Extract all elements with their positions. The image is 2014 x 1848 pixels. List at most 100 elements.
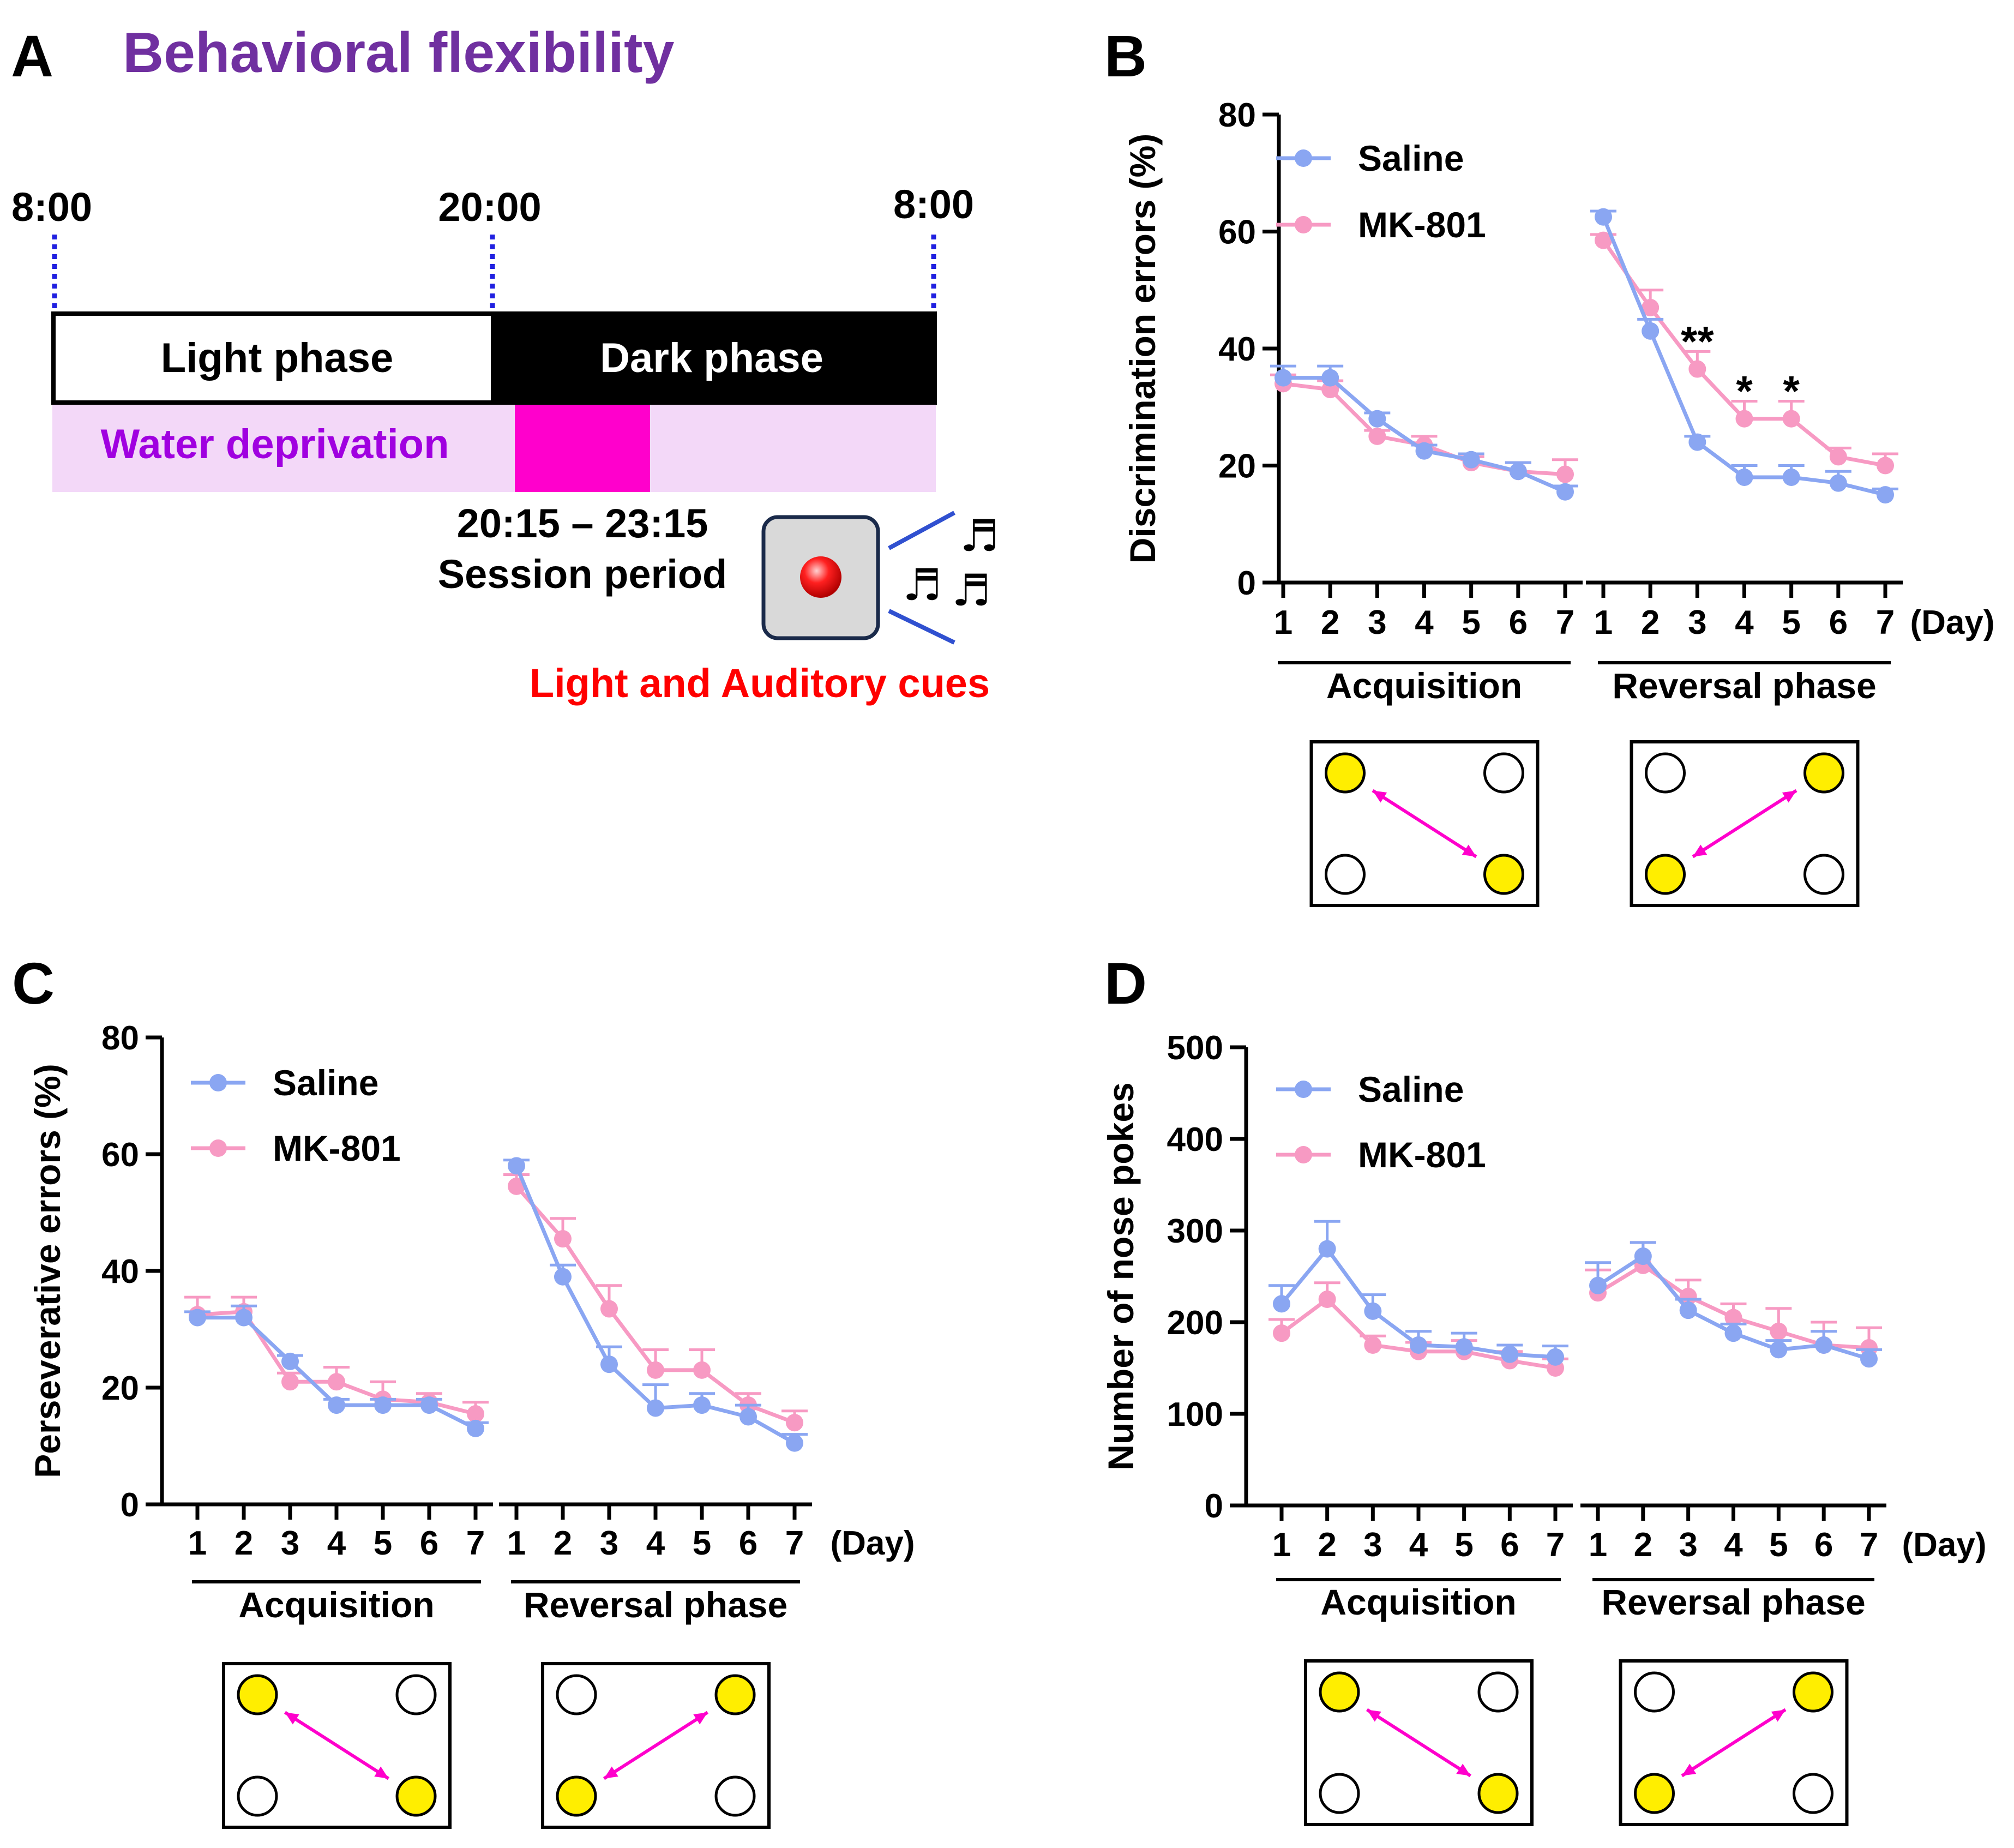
inactive-hole-icon (1325, 854, 1366, 895)
data-point-saline (467, 1419, 484, 1437)
arrow-head-icon (285, 1712, 299, 1725)
arrow-head-icon (374, 1766, 389, 1779)
music-note-icon: ♬ (952, 565, 991, 616)
data-point-mk801 (647, 1361, 664, 1379)
y-tick-label: 60 (101, 1136, 139, 1174)
session-period-block (515, 405, 650, 492)
data-point-saline (1547, 1348, 1564, 1366)
x-tick-label: 7 (1860, 1526, 1878, 1564)
x-tick-label: 7 (1556, 604, 1574, 641)
data-point-saline (281, 1352, 299, 1370)
data-point-saline (600, 1355, 618, 1373)
legend-marker (1295, 216, 1312, 233)
data-point-mk801 (467, 1405, 484, 1423)
data-point-saline (1368, 410, 1386, 428)
inactive-hole-icon (556, 1674, 597, 1715)
dark-phase-box (491, 311, 937, 405)
x-tick-label: 2 (1634, 1526, 1652, 1564)
legend-marker (1295, 1081, 1312, 1098)
y-tick-label: 0 (1205, 1487, 1223, 1525)
panel-a: A Behavioral flexibility 8:00 20:00 8:00… (11, 21, 999, 706)
x-tick-label: 5 (1782, 604, 1800, 641)
x-tick-label: 1 (1594, 604, 1613, 641)
arrow-line (1692, 789, 1797, 859)
data-point-mk801 (1877, 457, 1894, 475)
significance-marker: * (1783, 367, 1800, 415)
data-point-saline (508, 1157, 525, 1175)
x-tick-label: 3 (1688, 604, 1706, 641)
data-point-mk801 (693, 1361, 711, 1379)
data-point-saline (1829, 474, 1847, 492)
data-point-mk801 (1735, 410, 1753, 428)
x-tick-label: 6 (739, 1525, 757, 1562)
legend-label: MK-801 (1358, 1135, 1486, 1175)
music-note-icon: ♬ (960, 511, 999, 561)
data-point-saline (1318, 1240, 1336, 1258)
x-tick-label: 4 (327, 1525, 346, 1562)
legend-label: Saline (273, 1063, 378, 1103)
data-point-mk801 (786, 1414, 803, 1432)
cues-label: Light and Auditory cues (530, 661, 990, 706)
data-point-saline (1415, 442, 1433, 460)
inactive-hole-icon (1803, 854, 1844, 895)
inactive-hole-icon (1483, 752, 1524, 794)
x-tick-label: 1 (1274, 604, 1292, 641)
arrow-head-icon (693, 1712, 708, 1725)
data-point-saline (1273, 1295, 1290, 1313)
data-point-saline (1782, 468, 1800, 486)
data-point-saline (554, 1268, 572, 1286)
active-hole-icon (1803, 752, 1844, 794)
arrow-line (284, 1711, 390, 1780)
legend-label: MK-801 (1358, 205, 1486, 245)
data-point-saline (1815, 1336, 1833, 1354)
sound-wave-upper (888, 511, 955, 550)
active-hole-icon (395, 1775, 437, 1817)
data-point-mk801 (1679, 1287, 1697, 1305)
legend-label: Saline (1358, 138, 1464, 178)
group-label-reversal: Reversal phase (524, 1585, 787, 1625)
data-point-saline (1455, 1338, 1473, 1356)
y-axis-label: Discrimination errors (%) (1122, 134, 1163, 564)
data-point-saline (1410, 1336, 1427, 1354)
y-tick-label: 80 (101, 1019, 139, 1057)
y-tick-label: 60 (1218, 214, 1256, 251)
x-tick-label: 4 (1724, 1526, 1743, 1564)
arrow-head-icon (1782, 790, 1796, 803)
x-tick-label: 2 (1318, 1526, 1336, 1564)
arrow-line (1681, 1708, 1787, 1778)
water-deprivation-band (52, 405, 936, 492)
data-point-saline (1509, 463, 1527, 481)
significance-marker: * (1736, 367, 1753, 415)
panel-letter-b: B (1104, 23, 1147, 89)
data-point-saline (1877, 486, 1894, 504)
legend-marker (209, 1074, 227, 1091)
x-tick-label: 6 (420, 1525, 438, 1562)
data-point-mk801 (1318, 1291, 1336, 1308)
group-label-reversal: Reversal phase (1612, 665, 1876, 706)
arrow-head-icon (1456, 1763, 1471, 1776)
data-point-saline (189, 1309, 206, 1327)
x-tick-label: 3 (1363, 1526, 1382, 1564)
data-point-saline (1679, 1301, 1697, 1319)
y-tick-label: 20 (1218, 448, 1256, 485)
arrow-head-icon (1462, 844, 1476, 857)
x-tick-label: 1 (1272, 1526, 1291, 1564)
y-tick-label: 0 (1237, 565, 1256, 602)
panel-letter-d: D (1104, 950, 1147, 1016)
active-hole-icon (1645, 854, 1686, 895)
data-point-mk801 (1273, 1324, 1290, 1342)
session-time-label: 20:15 – 23:15 (457, 501, 708, 546)
active-hole-icon (1477, 1773, 1519, 1814)
y-tick-label: 40 (1218, 331, 1256, 368)
data-point-mk801 (1688, 360, 1706, 378)
data-point-saline (235, 1309, 252, 1327)
data-point-mk801 (1368, 427, 1386, 445)
data-point-saline (1770, 1341, 1788, 1359)
x-tick-label: 5 (1454, 1526, 1473, 1564)
x-tick-label: 2 (554, 1525, 572, 1562)
legend-marker (1295, 149, 1312, 167)
inactive-hole-icon (1645, 752, 1686, 794)
x-tick-label: 5 (1462, 604, 1480, 641)
